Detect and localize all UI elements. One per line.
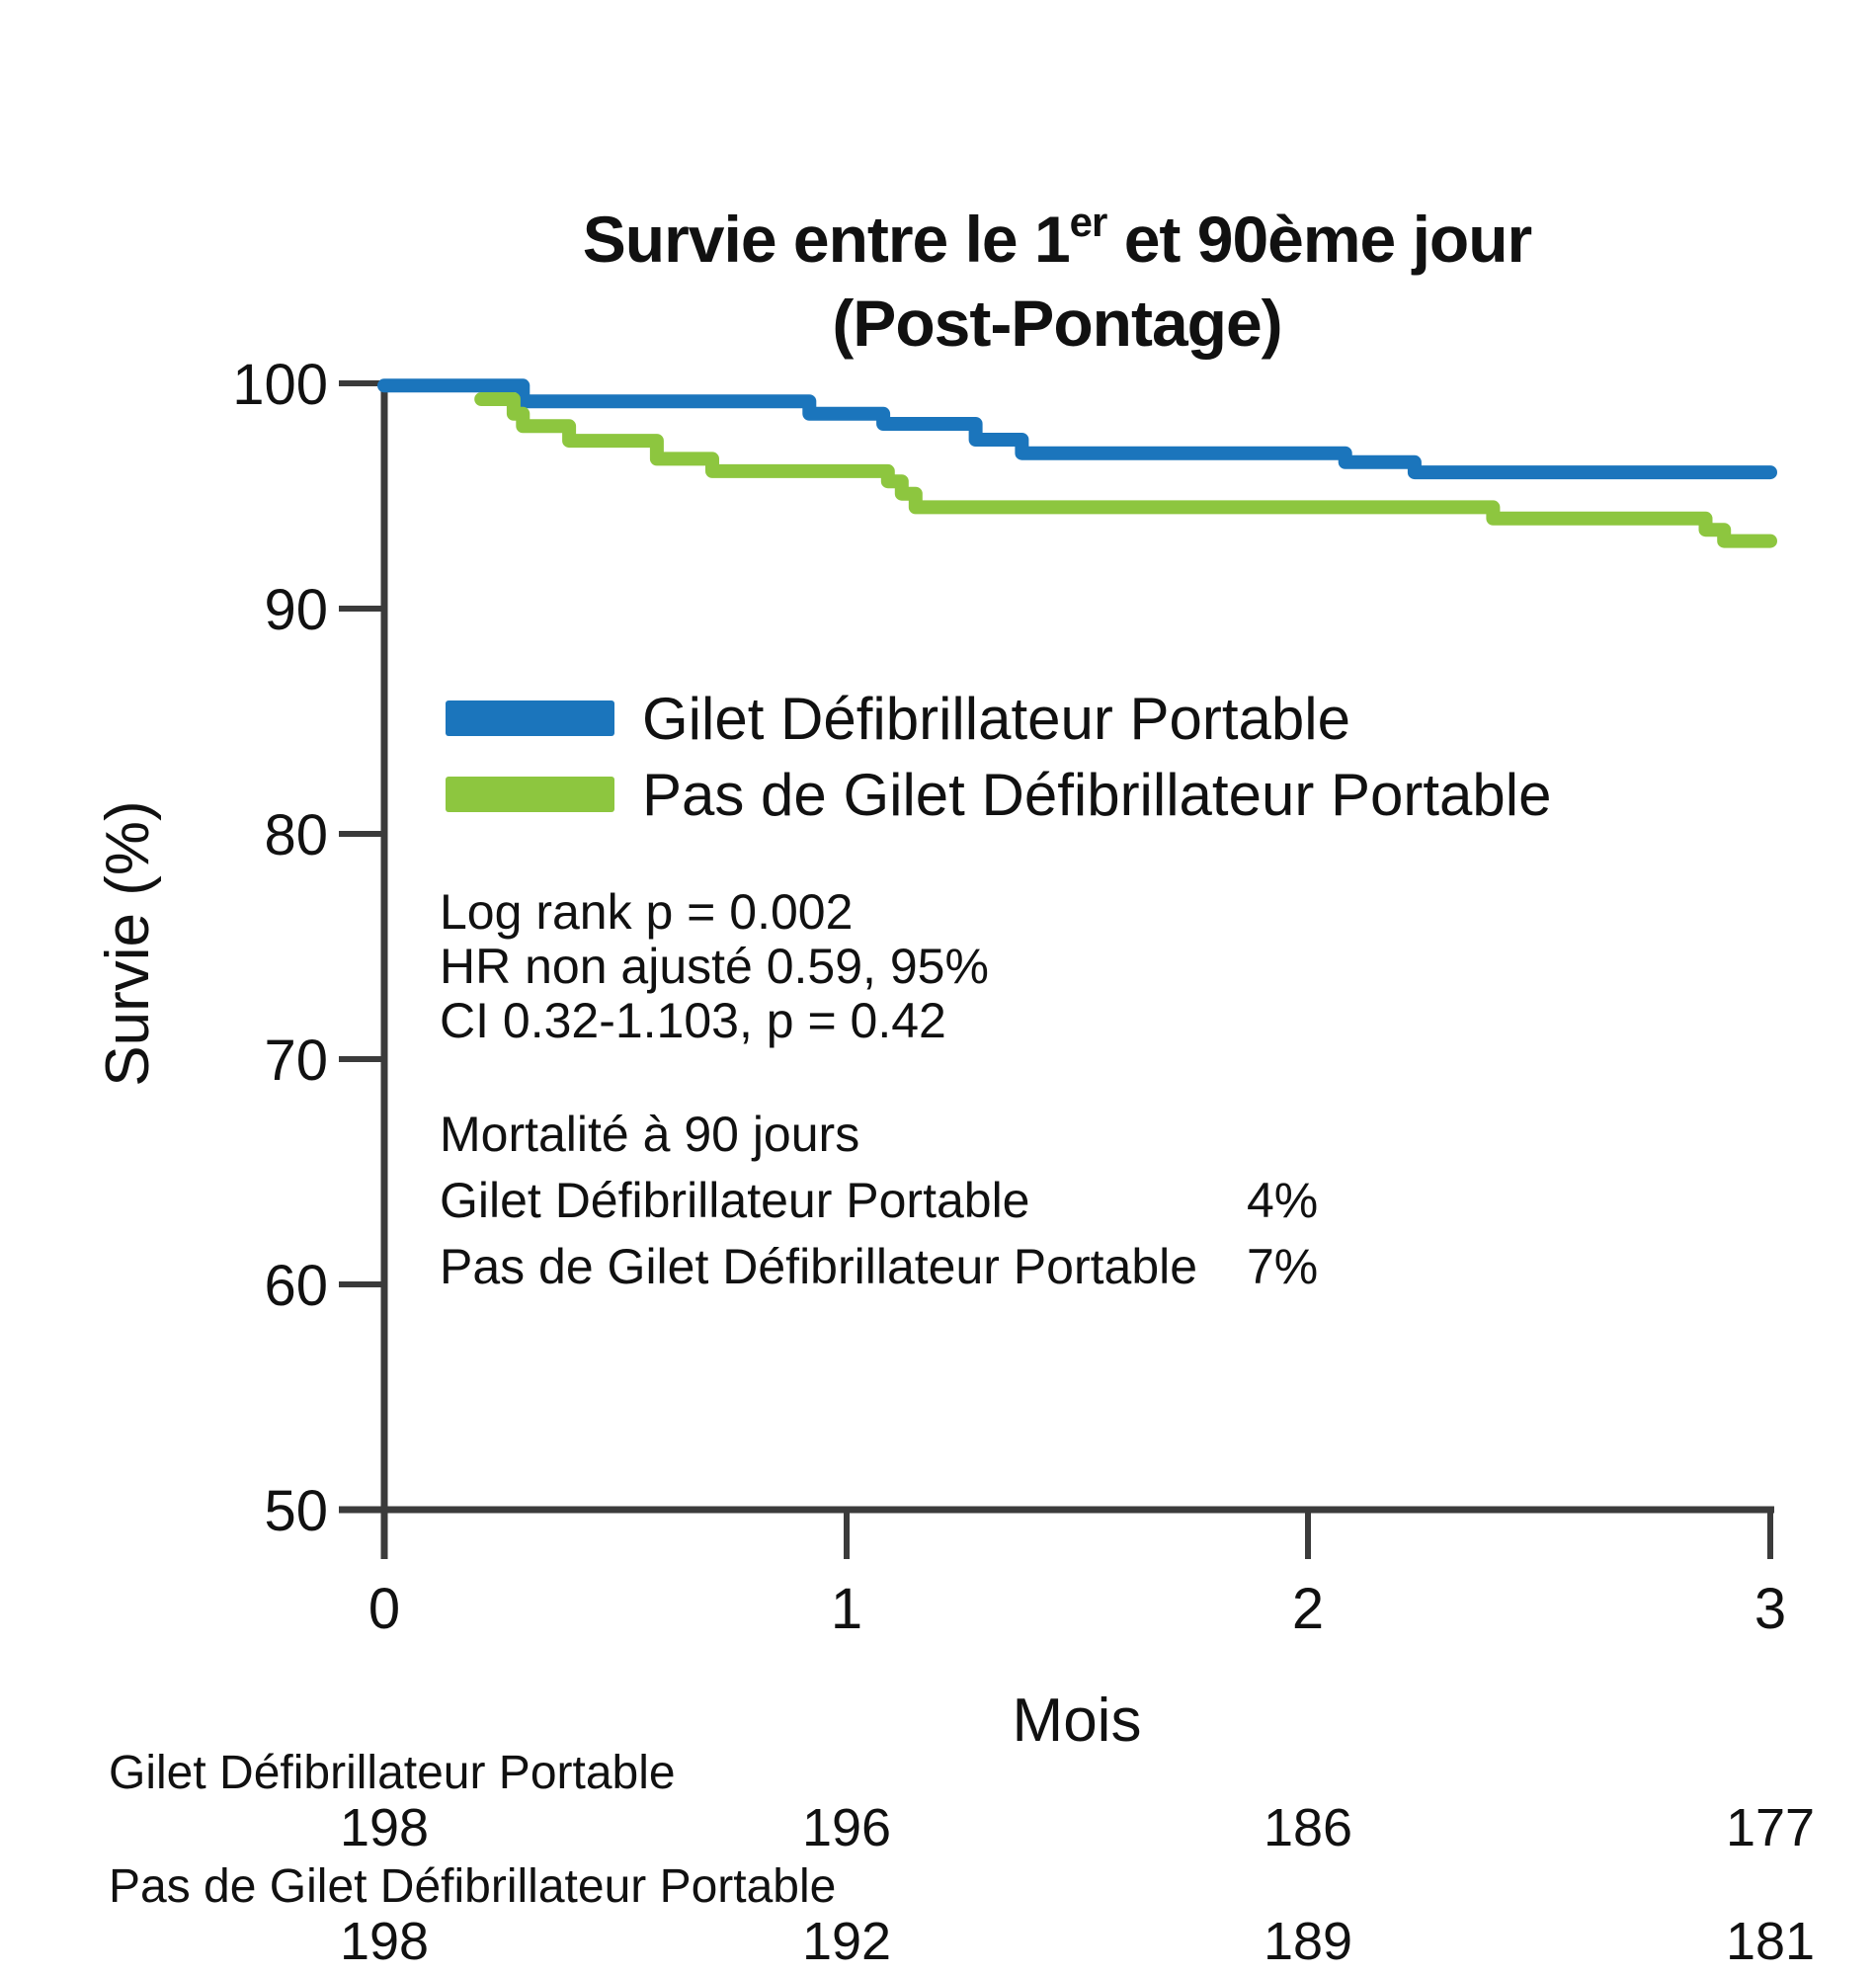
legend-label-no-wcd: Pas de Gilet Défibrillateur Portable [642,762,1551,828]
mortality-value-no-wcd: 7% [1247,1239,1318,1294]
y-tick-label-60: 60 [264,1254,328,1318]
mortality-value-wcd: 4% [1247,1173,1318,1228]
x-tick-label-2: 2 [1292,1577,1324,1641]
atrisk-row2-label: Pas de Gilet Défibrillateur Portable [109,1860,836,1913]
stats-log-rank: Log rank p = 0.002 [440,884,853,940]
atrisk-row1-count-3: 177 [1726,1798,1815,1857]
atrisk-row1-count-1: 196 [802,1798,891,1857]
chart-title-line1-main: Survie entre le 1 [583,203,1070,276]
x-axis-title: Mois [1013,1687,1142,1755]
mortality-label-wcd: Gilet Défibrillateur Portable [440,1173,1030,1228]
stats-confidence-interval: CI 0.32-1.103, p = 0.42 [440,993,946,1048]
survival-curve-wcd [377,378,1777,480]
y-tick-label-90: 90 [264,578,328,642]
x-tick-label-1: 1 [831,1577,862,1641]
x-tick-label-0: 0 [368,1577,400,1641]
mortality-heading: Mortalité à 90 jours [440,1107,859,1162]
y-tick-label-70: 70 [264,1029,328,1093]
legend-swatch-no-wcd [446,777,614,812]
chart-title-superscript: er [1070,199,1107,245]
chart-title-line2: (Post-Pontage) [832,287,1281,360]
legend-swatch-wcd [446,700,614,736]
atrisk-row1-count-2: 186 [1264,1798,1352,1857]
survival-curve-no-wcd [474,392,1777,548]
atrisk-row1-count-0: 198 [340,1798,429,1857]
y-axis-title: Survie (%) [94,800,162,1086]
atrisk-row1-label: Gilet Défibrillateur Portable [109,1747,676,1799]
x-tick-label-3: 3 [1754,1577,1786,1641]
stats-hazard-ratio: HR non ajusté 0.59, 95% [440,939,989,994]
atrisk-row2-count-3: 181 [1726,1912,1815,1971]
y-tick-label-100: 100 [232,353,328,417]
chart-title-line1-rest: et 90ème jour [1106,203,1531,276]
y-tick-label-50: 50 [264,1479,328,1543]
atrisk-row2-count-1: 192 [802,1912,891,1971]
atrisk-row2-count-2: 189 [1264,1912,1352,1971]
y-tick-label-80: 80 [264,803,328,867]
atrisk-row2-count-0: 198 [340,1912,429,1971]
legend-label-wcd: Gilet Défibrillateur Portable [642,686,1350,752]
mortality-label-no-wcd: Pas de Gilet Défibrillateur Portable [440,1239,1197,1294]
chart-title-line1: Survie entre le 1er et 90ème jour [583,199,1532,276]
